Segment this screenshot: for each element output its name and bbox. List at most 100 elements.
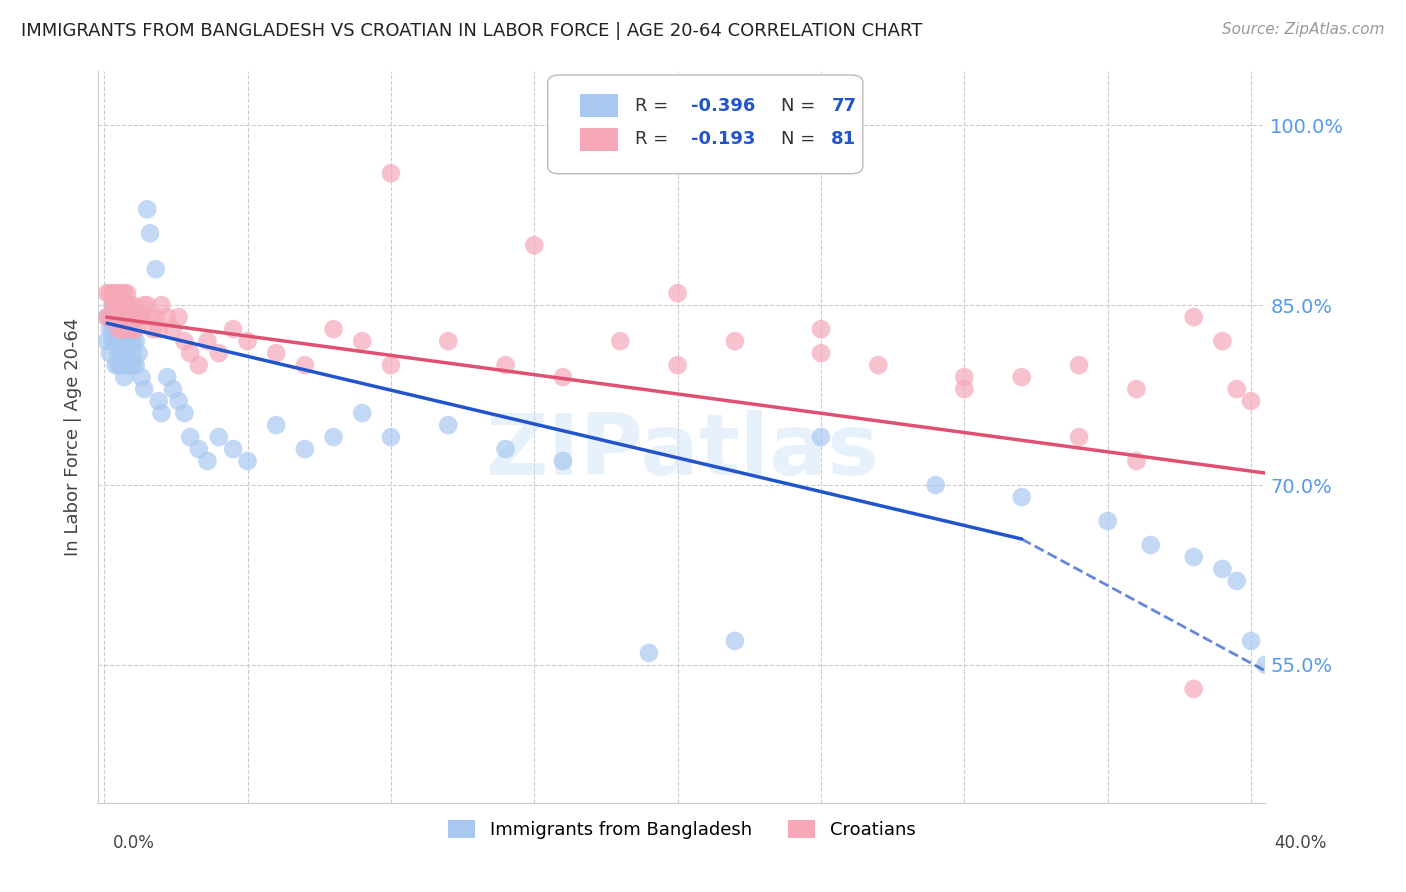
Point — [121, 346, 143, 360]
Point — [112, 358, 135, 372]
Point — [380, 166, 402, 180]
Point — [1226, 382, 1249, 396]
Point — [294, 442, 316, 456]
Point — [115, 346, 138, 360]
Point — [551, 454, 574, 468]
Point — [131, 370, 153, 384]
Point — [134, 382, 156, 396]
Text: N =: N = — [782, 96, 821, 115]
Point — [104, 310, 127, 325]
Point — [134, 298, 156, 312]
Point — [118, 334, 141, 348]
Text: R =: R = — [636, 96, 675, 115]
Point — [110, 334, 132, 348]
Point — [125, 334, 148, 348]
Point — [162, 322, 184, 336]
Point — [222, 322, 245, 336]
Point — [924, 478, 946, 492]
Point — [98, 346, 121, 360]
Point — [107, 298, 129, 312]
Text: ZIPatlas: ZIPatlas — [485, 410, 879, 493]
Point — [666, 358, 689, 372]
Point — [523, 238, 546, 252]
Text: 81: 81 — [831, 130, 856, 148]
Point — [110, 322, 132, 336]
Point — [352, 334, 374, 348]
Point — [380, 430, 402, 444]
Point — [666, 286, 689, 301]
Text: R =: R = — [636, 130, 675, 148]
Point — [142, 322, 165, 336]
Point — [294, 358, 316, 372]
Point — [1011, 490, 1033, 504]
Point — [187, 442, 209, 456]
Point — [131, 310, 153, 325]
Point — [352, 406, 374, 420]
Point — [101, 298, 124, 312]
Point — [195, 334, 218, 348]
Text: N =: N = — [782, 130, 821, 148]
Point — [437, 418, 460, 433]
Point — [724, 334, 747, 348]
Point — [110, 298, 132, 312]
Point — [495, 442, 517, 456]
Point — [128, 310, 150, 325]
Point — [112, 310, 135, 325]
Point — [101, 322, 124, 336]
Point — [264, 418, 287, 433]
Point — [1240, 394, 1263, 409]
Point — [101, 286, 124, 301]
Point — [1211, 334, 1233, 348]
Point — [495, 358, 517, 372]
Point — [104, 322, 127, 336]
Point — [551, 370, 574, 384]
Point — [107, 322, 129, 336]
Point — [145, 262, 167, 277]
Point — [167, 310, 190, 325]
FancyBboxPatch shape — [581, 94, 617, 118]
Point — [125, 358, 148, 372]
Point — [187, 358, 209, 372]
Point — [110, 322, 132, 336]
Point — [156, 370, 179, 384]
Text: IMMIGRANTS FROM BANGLADESH VS CROATIAN IN LABOR FORCE | AGE 20-64 CORRELATION CH: IMMIGRANTS FROM BANGLADESH VS CROATIAN I… — [21, 22, 922, 40]
Point — [953, 370, 976, 384]
Point — [121, 298, 143, 312]
Point — [1182, 681, 1205, 696]
Point — [98, 322, 121, 336]
Point — [96, 334, 118, 348]
Point — [1139, 538, 1161, 552]
Point — [101, 334, 124, 348]
Point — [136, 298, 159, 312]
Point — [110, 286, 132, 301]
FancyBboxPatch shape — [548, 75, 863, 174]
Point — [104, 358, 127, 372]
Point — [638, 646, 661, 660]
Point — [724, 634, 747, 648]
Point — [107, 358, 129, 372]
Point — [810, 322, 832, 336]
Point — [810, 346, 832, 360]
Point — [437, 334, 460, 348]
Point — [112, 298, 135, 312]
Point — [107, 310, 129, 325]
Point — [110, 346, 132, 360]
Text: 77: 77 — [831, 96, 856, 115]
Point — [222, 442, 245, 456]
Point — [1011, 370, 1033, 384]
Point — [112, 286, 135, 301]
Point — [173, 406, 195, 420]
Point — [96, 286, 118, 301]
Point — [139, 226, 162, 240]
Point — [104, 310, 127, 325]
Point — [139, 310, 162, 325]
Point — [128, 346, 150, 360]
Point — [380, 358, 402, 372]
Legend: Immigrants from Bangladesh, Croatians: Immigrants from Bangladesh, Croatians — [441, 813, 922, 847]
Point — [115, 298, 138, 312]
Point — [810, 430, 832, 444]
Point — [1125, 382, 1147, 396]
Point — [121, 310, 143, 325]
Point — [101, 298, 124, 312]
Point — [112, 346, 135, 360]
